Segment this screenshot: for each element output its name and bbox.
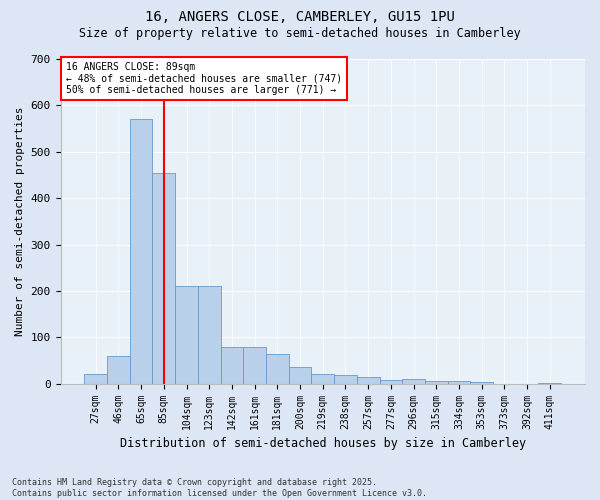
Bar: [198, 286, 221, 384]
Bar: [425, 382, 448, 384]
Bar: [380, 380, 402, 384]
Y-axis label: Number of semi-detached properties: Number of semi-detached properties: [15, 106, 25, 336]
Bar: [175, 286, 198, 384]
X-axis label: Distribution of semi-detached houses by size in Camberley: Distribution of semi-detached houses by …: [120, 437, 526, 450]
Bar: [152, 172, 175, 384]
Bar: [334, 376, 357, 384]
Bar: [221, 346, 243, 384]
Bar: [243, 346, 266, 384]
Bar: [470, 382, 493, 384]
Text: Contains HM Land Registry data © Crown copyright and database right 2025.
Contai: Contains HM Land Registry data © Crown c…: [12, 478, 427, 498]
Bar: [311, 374, 334, 384]
Text: 16 ANGERS CLOSE: 89sqm
← 48% of semi-detached houses are smaller (747)
50% of se: 16 ANGERS CLOSE: 89sqm ← 48% of semi-det…: [66, 62, 342, 96]
Text: Size of property relative to semi-detached houses in Camberley: Size of property relative to semi-detach…: [79, 28, 521, 40]
Bar: [289, 368, 311, 384]
Bar: [85, 374, 107, 384]
Bar: [448, 382, 470, 384]
Bar: [130, 120, 152, 384]
Bar: [266, 354, 289, 384]
Bar: [107, 356, 130, 384]
Bar: [357, 376, 380, 384]
Bar: [402, 379, 425, 384]
Text: 16, ANGERS CLOSE, CAMBERLEY, GU15 1PU: 16, ANGERS CLOSE, CAMBERLEY, GU15 1PU: [145, 10, 455, 24]
